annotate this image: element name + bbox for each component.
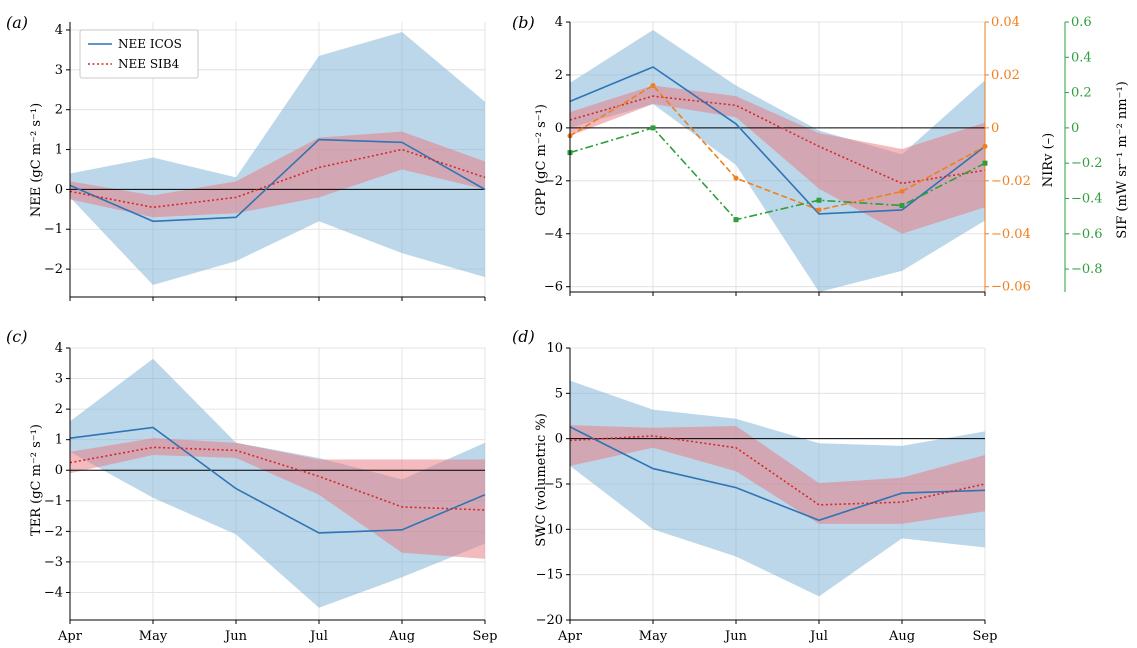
band-sib4 bbox=[70, 438, 485, 559]
x-tick-label: Apr bbox=[557, 629, 583, 644]
series-line-sib4 bbox=[69, 446, 486, 511]
y-tick-label: −1 bbox=[44, 222, 63, 237]
y-tick-label: 4 bbox=[555, 15, 563, 30]
band-icos bbox=[70, 31, 485, 286]
y-axis-label-a: NEE (gC m⁻² s⁻¹) bbox=[29, 103, 44, 217]
y-tick-label: 3 bbox=[55, 372, 63, 387]
x-tick-label: May bbox=[139, 629, 168, 644]
y-tick-label: −20 bbox=[536, 613, 563, 628]
sif-tick-label: −0.4 bbox=[1071, 191, 1103, 206]
panel-c: (c) TER (gC m⁻² s⁻¹) −4 −3 −2 −1 0 1 2 3 4 Apr May… bbox=[6, 327, 497, 644]
x-tick-label: Apr bbox=[57, 629, 83, 644]
y-tick-label: 5 bbox=[555, 386, 563, 401]
y-tick-label: 2 bbox=[55, 402, 63, 417]
x-tick-label: Jun bbox=[723, 629, 748, 644]
band-sib4 bbox=[70, 131, 485, 218]
sif-point bbox=[650, 125, 656, 131]
y-tick-label: 10 bbox=[546, 341, 563, 356]
nirv-point bbox=[899, 188, 905, 194]
legend-label-icos: NEE ICOS bbox=[118, 37, 182, 51]
sif-point bbox=[816, 197, 822, 203]
y-tick-label: −6 bbox=[544, 280, 563, 295]
nirv-tick-label: −0.04 bbox=[991, 227, 1031, 242]
legend: NEE ICOS NEE SIB4 bbox=[79, 29, 199, 79]
sif-tick-label: −0.8 bbox=[1071, 262, 1103, 277]
y-axis-label-d: SWC (volumetric %) bbox=[534, 413, 549, 547]
y-tick-label: 0 bbox=[555, 432, 563, 447]
x-tick-label: Sep bbox=[973, 629, 998, 644]
sif-point bbox=[982, 160, 988, 166]
y-tick-label: −1 bbox=[44, 494, 63, 509]
nirv-point bbox=[816, 207, 822, 213]
x-tick-label: Aug bbox=[388, 629, 415, 644]
y-tick-label: −3 bbox=[44, 555, 63, 570]
nirv-tick-label: −0.06 bbox=[991, 280, 1031, 295]
panel-label-b: (b) bbox=[512, 13, 535, 32]
nirv-point bbox=[733, 175, 739, 181]
nirv-point bbox=[650, 83, 656, 89]
panel-d: (d) SWC (volumetric %) −20 −15 −10 −5 0 5 10 Ap… bbox=[512, 327, 997, 644]
legend-label-sib4: NEE SIB4 bbox=[118, 57, 180, 71]
y-tick-label: 2 bbox=[55, 103, 63, 118]
sif-point bbox=[899, 203, 905, 209]
nirv-tick-label: 0.04 bbox=[991, 15, 1020, 30]
series-line-icos bbox=[69, 426, 486, 534]
panel-label-a: (a) bbox=[6, 13, 28, 32]
sif-tick-label: −0.6 bbox=[1071, 227, 1103, 242]
legend-box bbox=[79, 29, 199, 79]
panel-a: (a) NEE (gC m⁻² s⁻¹) −2 −1 0 1 2 3 4 bbox=[6, 13, 486, 301]
y-tick-label: 4 bbox=[55, 341, 63, 356]
series-line-icos bbox=[569, 426, 986, 522]
sif-tick-label: 0 bbox=[1071, 121, 1079, 136]
x-tick-label: Sep bbox=[473, 629, 498, 644]
sif-axis-label: SIF (mW sr⁻¹ m⁻² nm⁻¹) bbox=[1115, 81, 1130, 239]
y-tick-label: 2 bbox=[555, 68, 563, 83]
y-tick-label: −2 bbox=[44, 262, 63, 277]
nirv-tick-label: 0 bbox=[991, 121, 999, 136]
y-tick-label: 0 bbox=[555, 121, 563, 136]
y-axis-label-b: GPP (gC m⁻² s⁻¹) bbox=[534, 104, 549, 216]
nirv-tick-label: 0.02 bbox=[991, 68, 1020, 83]
series-line-nirv bbox=[569, 84, 986, 211]
y-tick-label: −10 bbox=[536, 522, 563, 537]
x-tick-label: Jun bbox=[223, 629, 248, 644]
band-icos bbox=[70, 358, 485, 608]
y-tick-label: −15 bbox=[536, 568, 563, 583]
x-tick-label: Jul bbox=[808, 629, 828, 644]
sif-point bbox=[733, 217, 739, 223]
series-line-sif bbox=[569, 126, 986, 221]
series-line-sib4 bbox=[569, 95, 986, 185]
sif-tick-label: −0.2 bbox=[1071, 156, 1103, 171]
y-tick-label: 0 bbox=[55, 182, 63, 197]
panel-label-d: (d) bbox=[512, 327, 535, 346]
series-line-icos bbox=[569, 66, 986, 215]
y-tick-label: 3 bbox=[55, 63, 63, 78]
y-tick-label: 1 bbox=[55, 433, 63, 448]
panel-label-c: (c) bbox=[6, 327, 27, 346]
series-line-sib4 bbox=[69, 148, 486, 209]
nirv-tick-label: −0.02 bbox=[991, 174, 1031, 189]
y-tick-label: 1 bbox=[55, 143, 63, 158]
y-tick-label: −4 bbox=[44, 585, 63, 600]
sif-tick-label: 0.4 bbox=[1071, 50, 1092, 65]
y-tick-label: 4 bbox=[55, 23, 63, 38]
y-tick-label: 0 bbox=[55, 463, 63, 478]
nirv-axis-label: NIRv (–) bbox=[1041, 133, 1056, 187]
series-line-icos bbox=[69, 138, 486, 223]
sif-tick-label: 0.2 bbox=[1071, 86, 1092, 101]
panel-b: (b) GPP (gC m⁻² s⁻¹) NIRv (–) SIF (mW sr… bbox=[512, 13, 1130, 296]
x-tick-label: Aug bbox=[888, 629, 915, 644]
sif-tick-label: 0.6 bbox=[1071, 15, 1092, 30]
y-tick-label: −2 bbox=[44, 524, 63, 539]
y-tick-label: −4 bbox=[544, 227, 563, 242]
y-tick-label: −5 bbox=[544, 477, 563, 492]
x-tick-label: May bbox=[639, 629, 668, 644]
y-tick-label: −2 bbox=[544, 174, 563, 189]
series-line-sib4 bbox=[569, 435, 986, 506]
y-axis-label-c: TER (gC m⁻² s⁻¹) bbox=[29, 424, 44, 536]
x-tick-label: Jul bbox=[308, 629, 328, 644]
